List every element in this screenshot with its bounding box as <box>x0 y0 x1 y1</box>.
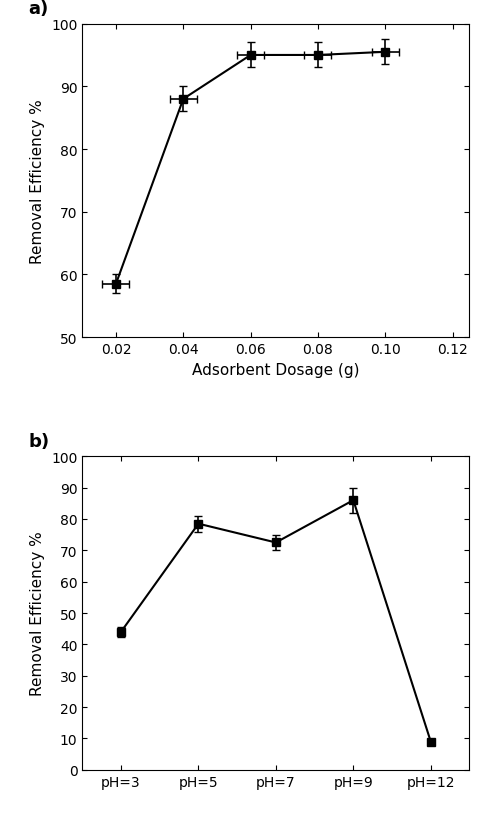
Text: b): b) <box>28 432 49 450</box>
Y-axis label: Removal Efficiency %: Removal Efficiency % <box>30 99 45 264</box>
Text: a): a) <box>28 0 48 18</box>
Y-axis label: Removal Efficiency %: Removal Efficiency % <box>30 531 45 695</box>
X-axis label: Adsorbent Dosage (g): Adsorbent Dosage (g) <box>192 362 360 377</box>
